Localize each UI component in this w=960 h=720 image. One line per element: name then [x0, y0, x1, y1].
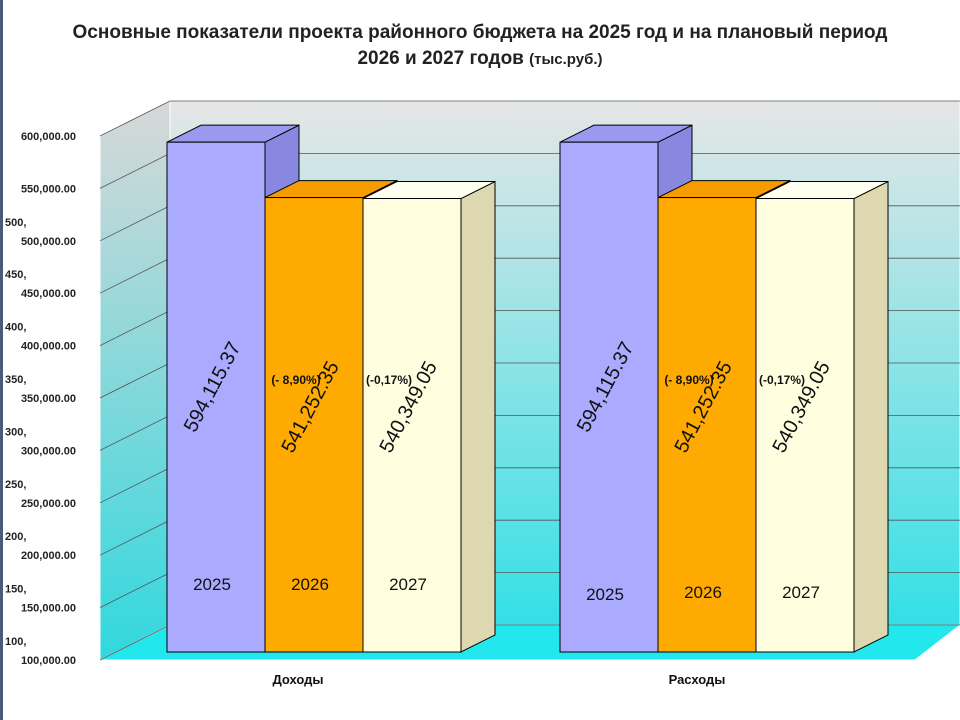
y-tick-label-stale: 450,: [5, 269, 26, 281]
bar-2027: [755, 180, 889, 653]
bar-side-face: [460, 180, 496, 653]
bar-series-label: 2027: [782, 583, 820, 602]
y-tick-label: 150,000.00: [21, 603, 76, 615]
bar-series-label: 2027: [389, 575, 427, 594]
y-tick-label-stale: 350,: [5, 374, 26, 386]
y-tick-label-stale: 400,: [5, 322, 26, 334]
bar-change-label: (- 8,90%): [271, 373, 320, 387]
bar-series-label: 2026: [684, 583, 722, 602]
y-tick-label: 200,000.00: [21, 550, 76, 562]
y-tick-label-stale: 500,: [5, 217, 26, 229]
x-axis: Доходы Расходы: [272, 672, 725, 687]
chart-title-unit: (тыс.руб.): [529, 51, 603, 68]
y-tick-label-stale: 100,: [5, 636, 26, 648]
bar-change-label: (-0,17%): [759, 373, 805, 387]
y-tick-label-stale: 200,: [5, 531, 26, 543]
bar-series-label: 2025: [586, 585, 624, 604]
y-tick-label: 250,000.00: [21, 498, 76, 510]
y-tick-label: 100,000.00: [21, 655, 76, 667]
chart-title-main: Основные показатели проекта районного бю…: [72, 22, 888, 69]
y-tick-label: 400,000.00: [21, 341, 76, 353]
bar-front-face: [755, 198, 855, 653]
bar-change-label: (- 8,90%): [664, 373, 713, 387]
bar-front-face: [559, 141, 659, 653]
bar-side-face: [853, 180, 889, 653]
bar-change-label: (-0,17%): [366, 373, 412, 387]
bar-series-label: 2026: [291, 575, 329, 594]
y-tick-label-stale: 300,: [5, 426, 26, 438]
bars: [166, 124, 889, 653]
y-tick-label: 550,000.00: [21, 183, 76, 195]
y-tick-label: 300,000.00: [21, 445, 76, 457]
chart-title: Основные показатели проекта районного бю…: [60, 20, 900, 73]
bar-front-face: [362, 198, 462, 653]
x-category-label: Доходы: [272, 672, 323, 687]
y-tick-label: 600,000.00: [21, 131, 76, 143]
bar-front-face: [264, 197, 364, 653]
gridline: [99, 100, 960, 137]
bar-series-label: 2025: [193, 575, 231, 594]
y-axis: 100,000.00 150,000.00 200,000.00 250,000.00…: [5, 131, 76, 667]
y-tick-label-stale: 150,: [5, 584, 26, 596]
y-tick-label: 500,000.00: [21, 236, 76, 248]
x-category-label: Расходы: [669, 672, 726, 687]
bar-2027: [362, 180, 496, 653]
y-tick-label: 450,000.00: [21, 288, 76, 300]
y-tick-label: 350,000.00: [21, 393, 76, 405]
y-tick-label-stale: 250,: [5, 479, 26, 491]
slide-edge-bar: [0, 0, 3, 720]
bar-front-face: [166, 141, 266, 653]
bar-front-face: [657, 197, 757, 653]
